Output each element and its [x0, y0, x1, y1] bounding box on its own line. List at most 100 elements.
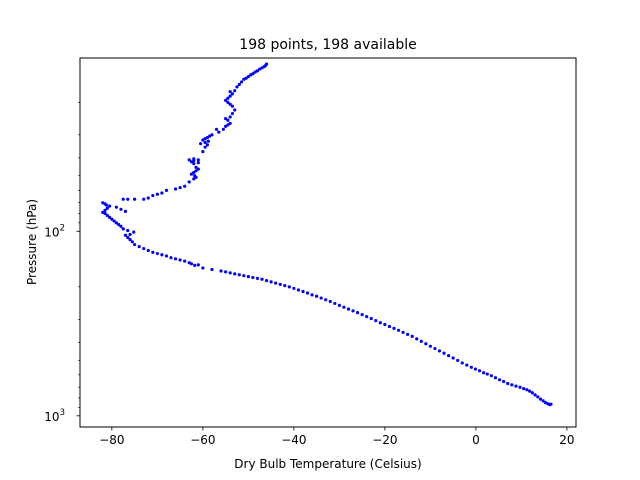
data-point	[260, 277, 264, 281]
y-axis-ticks: 102 103	[44, 102, 80, 424]
data-point	[337, 303, 341, 307]
x-tick-label: −60	[190, 433, 215, 447]
data-point	[233, 108, 237, 112]
data-point	[283, 284, 287, 288]
plot-frame	[79, 57, 577, 428]
x-tick-label: 0	[472, 433, 480, 447]
data-point	[194, 169, 198, 173]
data-point	[392, 326, 396, 331]
data-point	[235, 85, 239, 89]
data-point	[226, 123, 230, 127]
data-point	[226, 96, 230, 100]
data-point	[160, 191, 164, 195]
data-point	[107, 215, 112, 219]
data-point	[128, 238, 132, 242]
data-point	[187, 261, 191, 265]
data-point	[224, 98, 228, 102]
data-point	[201, 150, 205, 154]
data-point	[117, 223, 121, 227]
data-point	[114, 221, 118, 225]
data-point	[224, 270, 228, 274]
data-point	[522, 386, 526, 391]
data-point	[187, 180, 191, 184]
data-point	[155, 251, 159, 256]
data-point	[230, 92, 235, 96]
data-point	[126, 235, 130, 240]
data-point	[514, 384, 518, 388]
data-point	[433, 346, 437, 351]
x-axis-label: Dry Bulb Temperature (Celsius)	[234, 457, 421, 471]
data-point	[160, 253, 164, 257]
data-point	[319, 296, 323, 300]
data-point	[126, 228, 130, 233]
data-point	[527, 389, 532, 393]
data-point	[477, 369, 482, 373]
data-point	[525, 388, 529, 392]
data-point	[451, 356, 455, 360]
data-point	[228, 271, 232, 275]
data-point	[346, 307, 351, 311]
data-point	[342, 305, 346, 309]
data-point	[196, 263, 200, 267]
data-point	[228, 121, 232, 125]
data-point	[473, 367, 478, 371]
data-point	[264, 62, 269, 66]
data-point	[121, 197, 125, 201]
data-point	[164, 188, 169, 192]
data-point	[173, 257, 178, 261]
data-point	[278, 282, 282, 286]
data-point	[530, 391, 534, 395]
data-point	[205, 143, 210, 147]
data-point	[387, 324, 392, 329]
data-point	[355, 311, 360, 315]
data-point	[497, 378, 502, 382]
data-point	[518, 385, 522, 389]
data-point	[287, 285, 291, 289]
data-point	[324, 298, 328, 302]
data-point	[333, 301, 337, 306]
data-point	[310, 293, 314, 297]
data-point	[119, 224, 123, 228]
data-point	[255, 276, 260, 280]
data-point	[536, 395, 540, 399]
data-point	[132, 230, 136, 234]
x-tick-label: 20	[559, 433, 574, 447]
data-point	[543, 400, 548, 405]
data-point	[378, 321, 382, 325]
data-point	[533, 393, 537, 397]
data-point	[506, 381, 510, 386]
data-point	[255, 69, 260, 73]
data-point	[456, 358, 460, 363]
data-point	[269, 280, 273, 284]
x-axis-ticks: −80 −60 −40 −20 0 20	[99, 427, 575, 447]
data-point	[428, 344, 432, 348]
data-point	[233, 89, 237, 93]
data-point	[192, 177, 196, 181]
data-point	[126, 197, 130, 201]
data-point	[233, 272, 237, 276]
data-point	[228, 102, 232, 106]
scatter-points	[101, 62, 553, 407]
data-point	[196, 158, 200, 162]
data-point	[196, 167, 200, 171]
data-point	[114, 205, 118, 209]
data-point	[360, 313, 364, 317]
data-point	[146, 248, 150, 253]
data-point	[121, 227, 125, 231]
data-point	[228, 115, 232, 119]
data-point	[178, 186, 182, 190]
data-point	[128, 232, 132, 237]
data-point	[219, 269, 223, 273]
data-point	[242, 274, 246, 278]
data-point	[369, 316, 373, 321]
data-point	[112, 219, 116, 223]
data-point	[510, 383, 514, 387]
data-point	[210, 267, 214, 272]
data-point	[189, 172, 194, 176]
data-point	[105, 206, 109, 210]
data-point	[123, 233, 128, 237]
data-point	[244, 76, 248, 80]
data-point	[105, 213, 109, 217]
